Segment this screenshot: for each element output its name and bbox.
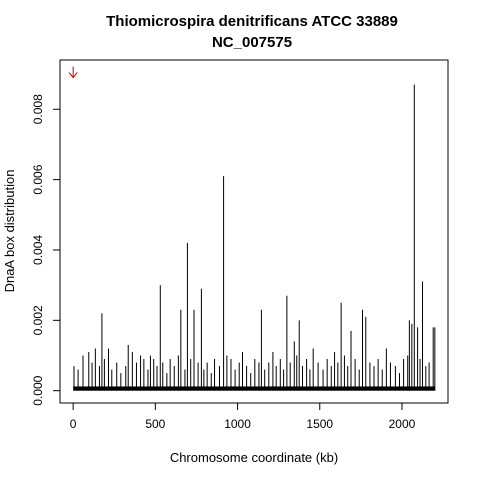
baseline-band — [73, 386, 435, 391]
x-axis: 0 500 1000 1500 2000 — [70, 403, 416, 431]
x-tick-label: 1500 — [306, 417, 333, 431]
y-axis-label: DnaA box distribution — [2, 170, 17, 293]
origin-arrow-head — [68, 72, 78, 79]
y-tick-label: 0.004 — [31, 235, 45, 265]
y-tick-label: 0.002 — [31, 305, 45, 335]
x-axis-label: Chromosome coordinate (kb) — [170, 450, 338, 465]
y-tick-label: 0.000 — [31, 375, 45, 405]
y-tick-label: 0.006 — [31, 164, 45, 194]
bars-group — [73, 84, 436, 391]
chart-title-line1: Thiomicrospira denitrificans ATCC 33889 — [106, 13, 398, 30]
x-tick-label: 0 — [70, 417, 77, 431]
x-tick-label: 2000 — [389, 417, 416, 431]
x-tick-label: 500 — [145, 417, 165, 431]
y-tick-label: 0.008 — [31, 94, 45, 124]
plot-frame — [59, 59, 449, 404]
origin-marker — [68, 66, 78, 79]
chart-title-line2: NC_007575 — [212, 34, 292, 51]
x-tick-label: 1000 — [224, 417, 251, 431]
y-axis: 0.000 0.002 0.004 0.006 0.008 — [31, 94, 60, 406]
